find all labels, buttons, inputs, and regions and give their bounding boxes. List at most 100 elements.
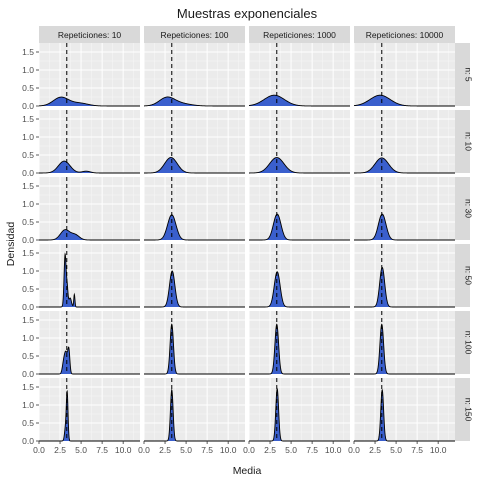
y-tick-label: 1.0 [22, 266, 34, 276]
density-area [144, 271, 245, 307]
x-tick-label: 2.5 [159, 445, 171, 455]
y-tick-label: 0.0 [22, 101, 34, 111]
density-area [144, 157, 245, 173]
density-area [249, 157, 350, 173]
facet-panel [248, 110, 350, 174]
y-tick-label: 0.0 [22, 302, 34, 312]
y-tick-label: 1.5 [22, 315, 34, 325]
facet-panel [353, 378, 455, 442]
y-tick-label: 1.5 [22, 248, 34, 258]
density-area [249, 95, 350, 106]
density-line [249, 213, 350, 241]
density-line [144, 270, 245, 308]
density-line [354, 323, 455, 375]
density-area [354, 267, 455, 307]
facet-panel [38, 311, 140, 375]
column-strip-label: Repeticiones: 100 [160, 30, 228, 40]
y-tick-label: 0.5 [22, 150, 34, 160]
y-tick-label: 0.0 [22, 436, 34, 446]
density-area [249, 271, 350, 307]
column-strip-label: Repeticiones: 1000 [263, 30, 336, 40]
row-strip [455, 311, 470, 374]
x-tick-label: 5.0 [75, 445, 87, 455]
x-tick-label: 5.0 [390, 445, 402, 455]
facet-panel [353, 244, 455, 308]
facet-panel [353, 311, 455, 375]
facet-panel [353, 110, 455, 174]
density-area [354, 95, 455, 106]
y-tick-label: 1.5 [22, 47, 34, 57]
row-strip-label: n: 50 [464, 266, 474, 285]
density-line [144, 323, 245, 375]
facet-panel [38, 43, 140, 107]
x-tick-label: 2.5 [264, 445, 276, 455]
column-strip [354, 26, 455, 43]
density-line [39, 252, 140, 308]
facet-panel [353, 177, 455, 241]
facet-panel [248, 244, 350, 308]
y-tick-label: 0.5 [22, 83, 34, 93]
y-tick-label: 0.5 [22, 217, 34, 227]
density-line [354, 157, 455, 174]
density-area [249, 324, 350, 374]
x-tick-label: 10.0 [325, 445, 342, 455]
column-strip [144, 26, 245, 43]
x-tick-label: 10.0 [430, 445, 447, 455]
y-tick-label: 0.5 [22, 351, 34, 361]
x-tick-label: 0.0 [33, 445, 45, 455]
facet-panel [248, 311, 350, 375]
x-tick-label: 7.5 [96, 445, 108, 455]
facet-panel [353, 43, 455, 107]
density-line [354, 266, 455, 308]
density-area [39, 161, 140, 173]
row-strip-label: n: 10 [464, 132, 474, 151]
x-tick-label: 0.0 [138, 445, 150, 455]
density-line [39, 160, 140, 174]
density-line [354, 213, 455, 241]
facet-panel [143, 244, 245, 308]
density-area [144, 96, 245, 106]
x-tick-label: 5.0 [180, 445, 192, 455]
x-tick-label: 10.0 [115, 445, 132, 455]
y-tick-label: 0.5 [22, 284, 34, 294]
density-area [39, 347, 140, 374]
x-tick-label: 7.5 [201, 445, 213, 455]
row-strip-label: n: 5 [464, 67, 474, 81]
facet-panel [38, 244, 140, 308]
column-strip [249, 26, 350, 43]
facet-panel [248, 43, 350, 107]
y-tick-label: 1.5 [22, 382, 34, 392]
density-line [144, 157, 245, 174]
facet-panel [38, 378, 140, 442]
x-tick-label: 0.0 [243, 445, 255, 455]
y-tick-label: 1.0 [22, 400, 34, 410]
density-area [249, 214, 350, 240]
column-strip-label: Repeticiones: 10000 [366, 30, 444, 40]
column-strip [39, 26, 140, 43]
density-area [39, 229, 140, 240]
chart-title: Muestras exponenciales [177, 6, 318, 21]
density-line [249, 323, 350, 375]
panels-layer: Repeticiones: 10 Repeticiones: 100 Repetic… [22, 26, 474, 455]
y-tick-label: 0.5 [22, 418, 34, 428]
x-tick-label: 7.5 [411, 445, 423, 455]
density-line [248, 94, 350, 107]
density-line [143, 96, 245, 107]
density-line [353, 94, 455, 107]
x-tick-label: 7.5 [306, 445, 318, 455]
facet-panel [143, 110, 245, 174]
density-line [38, 96, 140, 107]
y-tick-label: 1.0 [22, 333, 34, 343]
x-axis-label: Media [233, 465, 262, 477]
density-area [39, 254, 140, 307]
density-line [249, 271, 350, 308]
x-tick-label: 10.0 [220, 445, 237, 455]
density-area [354, 157, 455, 173]
y-axis-label: Densidad [5, 222, 17, 267]
row-strip [455, 177, 470, 240]
y-tick-label: 1.5 [22, 114, 34, 124]
facet-panel [143, 378, 245, 442]
y-tick-label: 0.0 [22, 235, 34, 245]
facet-panel [143, 311, 245, 375]
